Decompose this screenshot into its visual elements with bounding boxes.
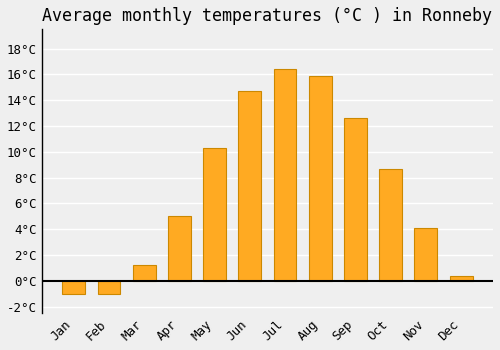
- Bar: [168, 216, 191, 281]
- Bar: [344, 118, 367, 281]
- Bar: [450, 276, 472, 281]
- Bar: [203, 148, 226, 281]
- Bar: [132, 265, 156, 281]
- Bar: [62, 281, 85, 294]
- Bar: [414, 228, 438, 281]
- Bar: [238, 91, 262, 281]
- Bar: [98, 281, 120, 294]
- Bar: [274, 69, 296, 281]
- Title: Average monthly temperatures (°C ) in Ronneby: Average monthly temperatures (°C ) in Ro…: [42, 7, 492, 25]
- Bar: [379, 169, 402, 281]
- Bar: [309, 76, 332, 281]
